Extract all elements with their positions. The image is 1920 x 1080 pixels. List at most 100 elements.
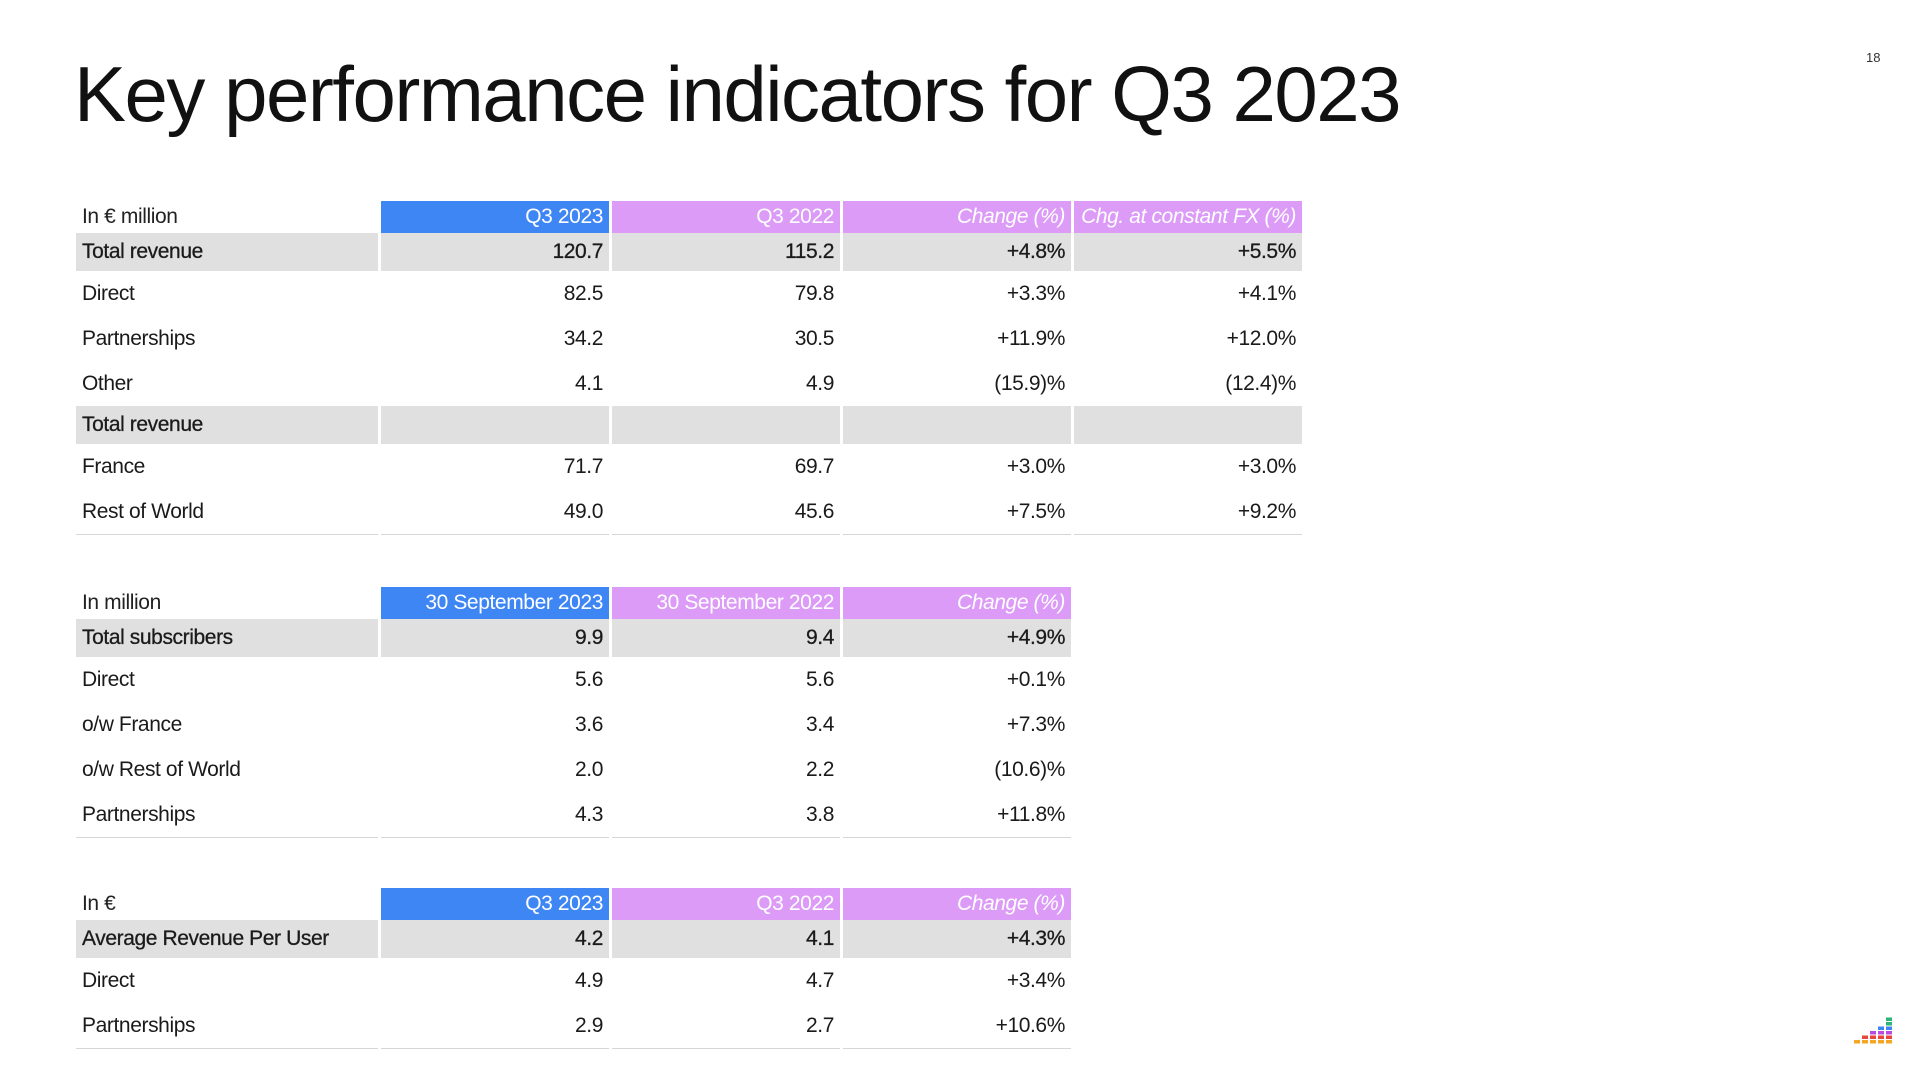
equalizer-bars-logo [1854,1017,1892,1044]
logo-col-3 [1870,1031,1876,1044]
table-row: Direct 82.5 79.8 +3.3% +4.1% [76,271,1302,316]
cell-value: +3.3% [1006,282,1066,305]
table-header-row: In € million Q3 2023 Q3 2022 Change (%) … [76,201,1302,233]
row-label: Rest of World [76,489,378,535]
cell-value: 120.7 [381,233,609,271]
column-header-change: Change (%) [843,201,1071,233]
logo-col-4 [1878,1026,1884,1044]
table-row: France 71.7 69.7 +3.0% +3.0% [76,444,1302,489]
cell-value: +7.5% [843,489,1071,535]
column-header-q3-2022: Q3 2022 [612,201,840,233]
cell-value: 3.4 [806,713,834,736]
table-row: Total revenue 120.7 115.2 +4.8% +5.5% [76,233,1302,271]
column-header-change: Change (%) [843,888,1071,920]
cell-value: 2.0 [575,758,603,781]
cell-value: 69.7 [794,455,835,478]
column-header-q3-2022: Q3 2022 [612,888,840,920]
row-label: Partnerships [76,792,378,838]
cell-value: 4.1 [612,920,840,958]
column-header-q3-2023: Q3 2023 [381,888,609,920]
cell-value: (10.6)% [994,758,1065,781]
cell-value: 49.0 [381,489,609,535]
cell-value: +4.9% [843,619,1071,657]
table-header-row: In € Q3 2023 Q3 2022 Change (%) [76,888,1071,920]
cell-value: 4.1 [575,372,603,395]
cell-value: 2.2 [806,758,834,781]
unit-label: In million [82,591,161,614]
column-header-change: Change (%) [843,587,1071,619]
cell-value [1074,406,1302,444]
cell-value [612,406,840,444]
cell-value: +3.4% [1006,969,1066,992]
row-label: Total revenue [76,233,378,271]
cell-value: 2.9 [381,1003,609,1049]
row-label: Total revenue [76,406,378,444]
cell-value: 5.6 [806,668,834,691]
row-label: Direct [82,668,135,691]
logo-col-1 [1854,1040,1860,1044]
page-number: 18 [1866,50,1881,65]
cell-value: 9.9 [381,619,609,657]
table-row: Direct 4.9 4.7 +3.4% [76,958,1071,1003]
revenue-table: In € million Q3 2023 Q3 2022 Change (%) … [73,201,1305,535]
unit-label: In € million [82,205,178,228]
cell-value: (15.9)% [994,372,1065,395]
cell-value: 4.9 [575,969,603,992]
table-header-row: In million 30 September 2023 30 Septembe… [76,587,1071,619]
cell-value: +9.2% [1074,489,1302,535]
column-header-sep-2023: 30 September 2023 [381,587,609,619]
column-header-sep-2022: 30 September 2022 [612,587,840,619]
table-row: Rest of World 49.0 45.6 +7.5% +9.2% [76,489,1302,535]
cell-value: 4.7 [806,969,834,992]
row-label: Partnerships [76,1003,378,1049]
row-label: o/w Rest of World [82,758,241,781]
row-label: o/w France [82,713,182,736]
row-label: Total subscribers [76,619,378,657]
table-row: Direct 5.6 5.6 +0.1% [76,657,1071,702]
logo-col-2 [1862,1035,1868,1044]
cell-value: +7.3% [1006,713,1066,736]
cell-value: 3.6 [575,713,603,736]
cell-value: 71.7 [563,455,604,478]
cell-value: +11.9% [997,327,1065,350]
cell-value: 4.3 [381,792,609,838]
row-label: France [82,455,145,478]
cell-value: 30.5 [794,327,835,350]
arpu-table: In € Q3 2023 Q3 2022 Change (%) Average … [73,888,1074,1049]
cell-value: 115.2 [612,233,840,271]
subscribers-table: In million 30 September 2023 30 Septembe… [73,587,1074,838]
column-header-q3-2023: Q3 2023 [381,201,609,233]
table-row: o/w France 3.6 3.4 +7.3% [76,702,1071,747]
row-label: Average Revenue Per User [76,920,378,958]
row-label: Direct [82,282,135,305]
page-title: Key performance indicators for Q3 2023 [74,50,1402,138]
table-row: o/w Rest of World 2.0 2.2 (10.6)% [76,747,1071,792]
table-row: Partnerships 34.2 30.5 +11.9% +12.0% [76,316,1302,361]
table-row: Total revenue [76,406,1302,444]
row-label: Other [82,372,133,395]
cell-value: +4.1% [1237,282,1297,305]
cell-value: 9.4 [612,619,840,657]
table-row: Other 4.1 4.9 (15.9)% (12.4)% [76,361,1302,406]
cell-value: 82.5 [563,282,604,305]
cell-value: +3.0% [1237,455,1297,478]
row-label: Direct [82,969,135,992]
cell-value: +0.1% [1006,668,1066,691]
table-row: Total subscribers 9.9 9.4 +4.9% [76,619,1071,657]
table-row: Average Revenue Per User 4.2 4.1 +4.3% [76,920,1071,958]
cell-value: +10.6% [843,1003,1071,1049]
column-header-constant-fx: Chg. at constant FX (%) [1074,201,1302,233]
cell-value [381,406,609,444]
cell-value: 5.6 [575,668,603,691]
cell-value: 45.6 [612,489,840,535]
cell-value: +4.8% [843,233,1071,271]
unit-label: In € [82,892,116,915]
cell-value [843,406,1071,444]
cell-value: 79.8 [794,282,835,305]
cell-value: +4.3% [843,920,1071,958]
cell-value: 34.2 [563,327,604,350]
cell-value: 4.9 [806,372,834,395]
table-row: Partnerships 4.3 3.8 +11.8% [76,792,1071,838]
table-row: Partnerships 2.9 2.7 +10.6% [76,1003,1071,1049]
cell-value: 4.2 [381,920,609,958]
